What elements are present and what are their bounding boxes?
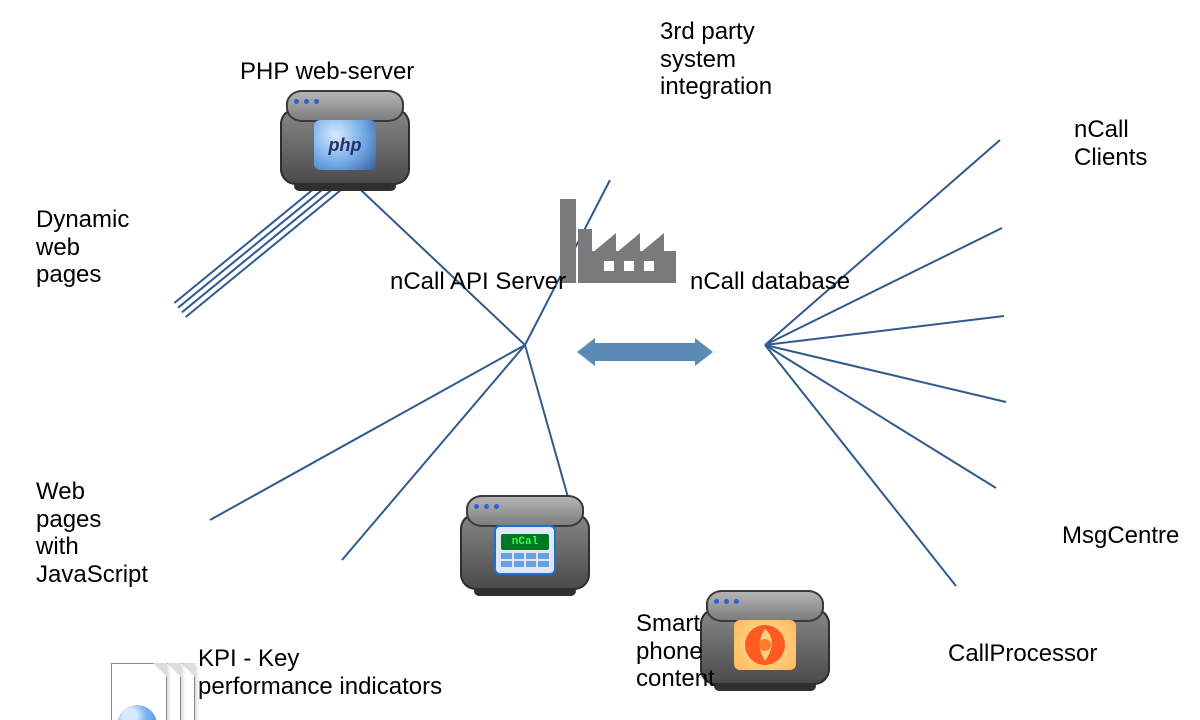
factory-icon [560,183,680,283]
msgcentre-label: MsgCentre [1062,522,1179,550]
js-pages-label: Web pages with JavaScript [36,478,148,588]
factory-node [560,183,680,283]
db-server-node [700,590,830,685]
dynamic-pages-label: Dynamic web pages [36,206,129,289]
php-server-node: php [280,90,410,185]
callprocessor-label: CallProcessor [948,640,1097,668]
db-server-label: nCall database [690,268,850,296]
api-server-label: nCall API Server [390,268,566,296]
factory-label: 3rd party system integration [660,18,772,101]
diagram-stage: { "type": "network", "canvas": { "width"… [0,0,1200,720]
edges-layer [0,0,1200,720]
api-server-node: nCal [460,495,590,590]
clients-label: nCall Clients [1074,116,1147,171]
firebird-icon [743,623,787,667]
kpi-label: KPI - Key performance indicators [198,645,442,700]
smartphone-label: Smart phone content [636,610,715,693]
php-server-label: PHP web-server [240,58,414,86]
